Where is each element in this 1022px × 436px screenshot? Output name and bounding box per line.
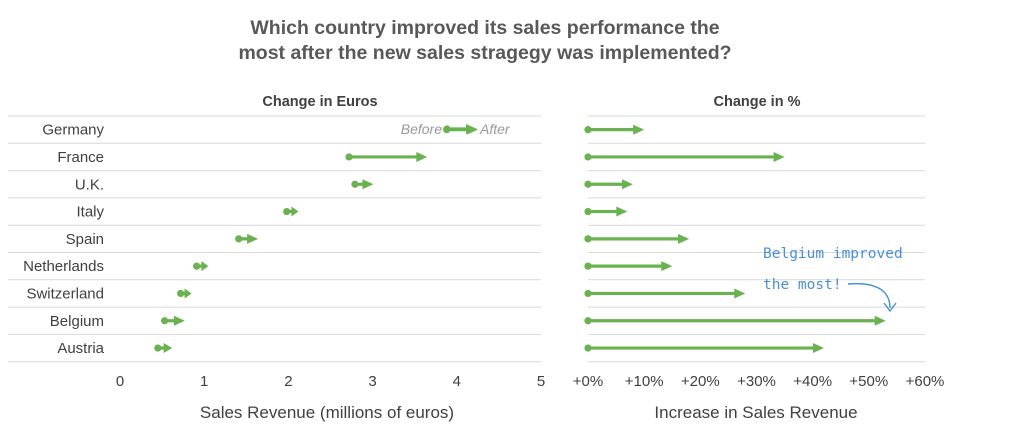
after-point xyxy=(201,261,209,272)
right-x-tick-label: +10% xyxy=(625,373,664,390)
after-point xyxy=(163,343,173,354)
title-line-1: Which country improved its sales perform… xyxy=(250,17,720,39)
percent-arrowhead xyxy=(621,179,633,190)
before-point xyxy=(154,344,162,352)
annotation: Belgium improved the most! xyxy=(763,246,903,313)
after-point xyxy=(247,233,259,244)
percent-start-point xyxy=(584,289,592,298)
percent-arrowhead xyxy=(734,288,746,299)
left-panel-title: Change in Euros xyxy=(262,94,377,110)
right-x-tick-label: +60% xyxy=(906,373,945,390)
category-label: France xyxy=(57,149,104,166)
before-point xyxy=(283,207,291,216)
chart-title: Which country improved its sales perform… xyxy=(0,16,970,66)
left-x-tick-label: 5 xyxy=(537,373,545,390)
before-point xyxy=(351,180,359,188)
percent-arrowhead xyxy=(812,343,824,354)
title-line-2: most after the new sales stragegy was im… xyxy=(238,42,732,64)
before-point xyxy=(345,153,353,161)
before-point xyxy=(235,235,243,243)
after-point xyxy=(291,206,299,217)
category-label: U.K. xyxy=(75,176,104,193)
right-x-tick-label: +0% xyxy=(573,373,603,390)
percent-arrowhead xyxy=(678,233,690,244)
before-point xyxy=(161,317,169,325)
annotation-line-1: Belgium improved xyxy=(763,246,903,262)
annotation-line-2: the most! xyxy=(763,277,842,293)
left-x-ticks: 0 1 2 3 4 5 xyxy=(116,373,545,390)
after-point xyxy=(184,288,192,299)
category-label: Belgium xyxy=(50,313,104,330)
left-x-tick-label: 2 xyxy=(284,373,292,390)
annotation-arrow-curve xyxy=(847,282,891,309)
right-x-ticks: +0% +10% +20% +30% +40% +50% +60% xyxy=(573,373,945,390)
category-labels: Germany France U.K. Italy Spain Netherlands Sw… xyxy=(23,122,105,357)
percent-start-point xyxy=(584,126,592,134)
category-label: Netherlands xyxy=(23,258,104,275)
dumbbell-marks xyxy=(154,124,478,354)
percent-arrowhead xyxy=(773,151,785,162)
category-label: Italy xyxy=(76,204,104,221)
before-point xyxy=(193,262,201,270)
left-x-tick-label: 1 xyxy=(200,373,208,390)
category-label: Switzerland xyxy=(26,285,104,302)
right-x-tick-label: +20% xyxy=(681,373,720,390)
percent-arrows xyxy=(584,124,886,354)
legend-before-label: Before xyxy=(401,121,442,137)
after-point xyxy=(362,179,374,190)
right-x-axis-label: Increase in Sales Revenue xyxy=(654,403,857,422)
percent-start-point xyxy=(584,153,592,161)
percent-start-point xyxy=(584,344,592,352)
percent-start-point xyxy=(584,235,592,243)
gridlines xyxy=(8,115,925,363)
percent-start-point xyxy=(584,317,592,325)
left-x-tick-label: 0 xyxy=(116,373,124,390)
legend-after-label: After xyxy=(479,121,511,137)
right-x-tick-label: +50% xyxy=(849,373,888,390)
left-x-tick-label: 4 xyxy=(453,373,461,390)
legend: Before After xyxy=(401,121,511,137)
left-x-axis-label: Sales Revenue (millions of euros) xyxy=(200,403,454,422)
category-label: Spain xyxy=(66,231,104,248)
category-label: Austria xyxy=(57,340,104,357)
after-point xyxy=(416,151,428,162)
right-x-tick-label: +40% xyxy=(793,373,832,390)
left-x-tick-label: 3 xyxy=(368,373,376,390)
right-x-tick-label: +30% xyxy=(737,373,776,390)
percent-start-point xyxy=(584,207,592,216)
percent-arrowhead xyxy=(633,124,645,135)
percent-start-point xyxy=(584,262,592,270)
percent-arrowhead xyxy=(874,315,886,326)
annotation-arrow-head xyxy=(883,302,897,313)
category-label: Germany xyxy=(42,122,104,139)
after-point xyxy=(173,315,185,326)
right-panel-title: Change in % xyxy=(713,94,800,110)
percent-start-point xyxy=(584,180,592,188)
before-point xyxy=(177,289,185,298)
percent-arrowhead xyxy=(661,261,673,272)
percent-arrowhead xyxy=(616,206,628,217)
legend-after-arrow xyxy=(466,124,477,134)
